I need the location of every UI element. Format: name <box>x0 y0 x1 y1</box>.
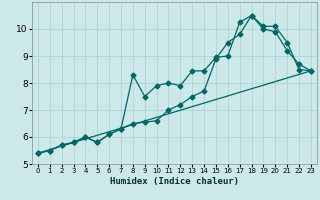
X-axis label: Humidex (Indice chaleur): Humidex (Indice chaleur) <box>110 177 239 186</box>
